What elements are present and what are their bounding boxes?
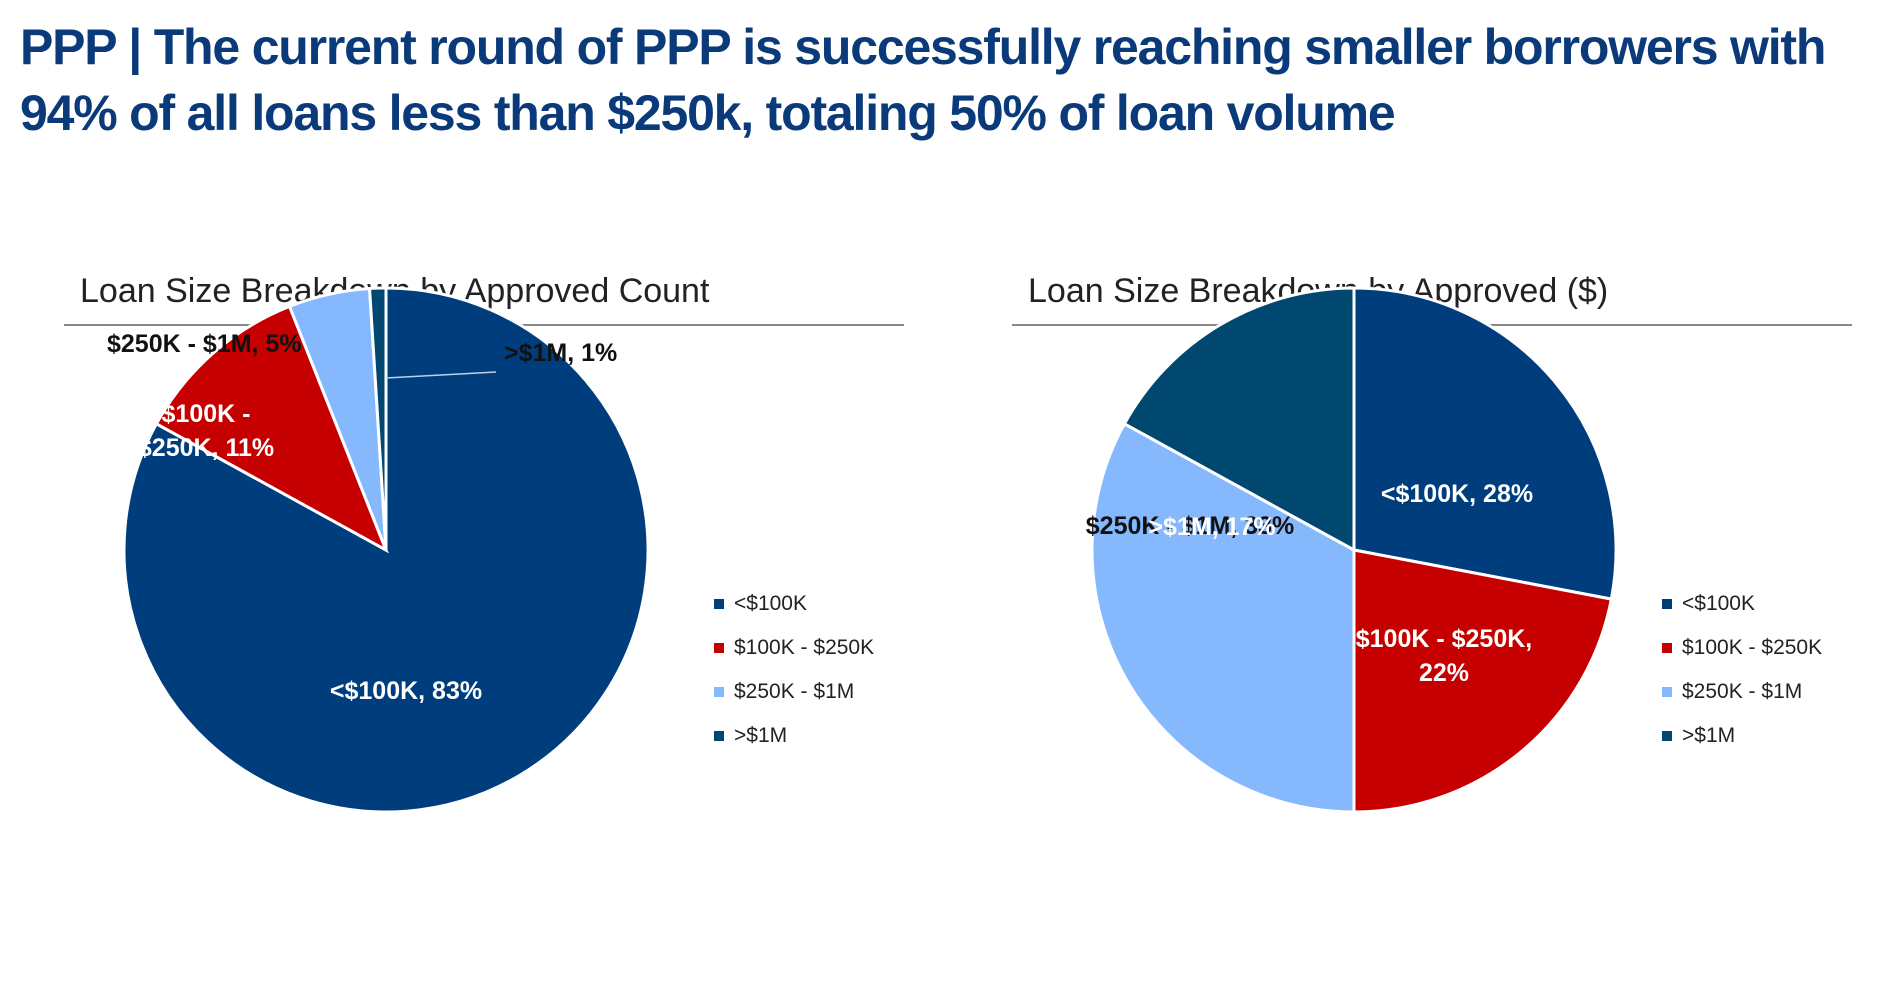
pie-data-label: $100K -$250K, 11% [138, 400, 274, 462]
legend-label: >$1M [1682, 724, 1736, 747]
count-chart-legend: <$100K $100K - $250K $250K - $1M >$1M [714, 582, 874, 758]
pie-slice [1352, 286, 1618, 601]
count-chart-panel: Loan Size Breakdown by Approved Count <$… [64, 262, 914, 962]
pie-data-label: $250K - $1M, 5% [107, 330, 302, 358]
legend-item: $100K - $250K [714, 626, 874, 670]
pie-slice [367, 286, 388, 551]
pie-data-label: $100K - $250K, 22% [1356, 625, 1533, 687]
legend-label: <$100K [1682, 592, 1755, 615]
legend-swatch [714, 599, 724, 609]
pie-data-label: <$100K, 83% [330, 677, 482, 705]
pie-data-label: >$1M, 1% [504, 339, 617, 367]
legend-item: <$100K [714, 582, 874, 626]
legend-swatch [714, 687, 724, 697]
amount-chart-legend: <$100K $100K - $250K $250K - $1M >$1M [1662, 582, 1822, 758]
legend-item: >$1M [1662, 714, 1822, 758]
legend-swatch [1662, 687, 1672, 697]
legend-swatch [1662, 731, 1672, 741]
count-pie-chart: <$100K, 83% $100K -$250K, 11% $250K - $1M,… [107, 286, 650, 814]
pie-data-label: >$1M, 17% [1148, 513, 1275, 541]
legend-item: $250K - $1M [714, 670, 874, 714]
pie-data-label: $250K - $1M, 33% [1086, 512, 1294, 540]
legend-item: <$100K [1662, 582, 1822, 626]
pie-slice [1090, 421, 1356, 814]
amount-chart-panel: Loan Size Breakdown by Approved ($) <$10… [1012, 262, 1862, 962]
legend-label: $250K - $1M [1682, 680, 1803, 703]
label-leader-line [385, 371, 497, 379]
pie-slice [122, 286, 650, 814]
pie-slice [1122, 286, 1356, 553]
legend-label: $250K - $1M [734, 680, 855, 703]
pie-slice [1352, 548, 1614, 814]
legend-label: $100K - $250K [1682, 636, 1823, 659]
legend-item: $250K - $1M [1662, 670, 1822, 714]
legend-item: >$1M [714, 714, 874, 758]
legend-swatch [714, 731, 724, 741]
page-headline: PPP | The current round of PPP is succes… [20, 19, 1826, 141]
legend-swatch [1662, 643, 1672, 653]
legend-swatch [1662, 599, 1672, 609]
legend-label: $100K - $250K [734, 636, 875, 659]
legend-swatch [714, 643, 724, 653]
pie-data-label: <$100K, 28% [1381, 480, 1533, 508]
legend-label: <$100K [734, 592, 807, 615]
amount-pie-chart: <$100K, 28% $100K - $250K, 22% $250K - $1M,… [1086, 286, 1618, 814]
pie-slice [154, 304, 389, 554]
legend-label: >$1M [734, 724, 788, 747]
legend-item: $100K - $250K [1662, 626, 1822, 670]
